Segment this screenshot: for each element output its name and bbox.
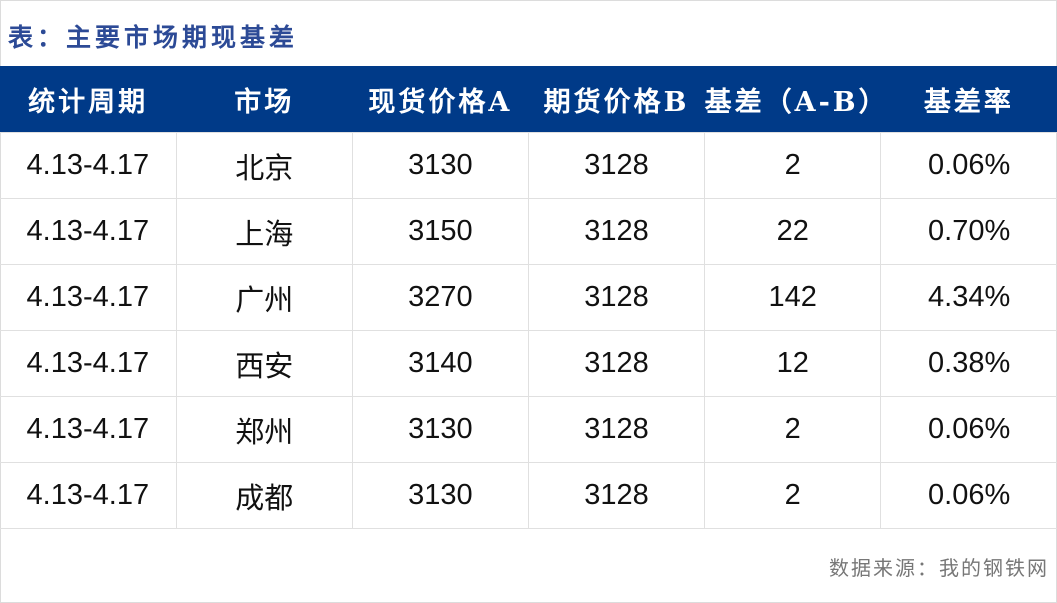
table-row: 4.13-4.17 西安 3140 3128 12 0.38% xyxy=(0,330,1057,397)
column-header: 基差（A-B） xyxy=(704,66,886,133)
table-cell: 4.13-4.17 xyxy=(0,462,177,529)
table-row: 4.13-4.17 北京 3130 3128 2 0.06% xyxy=(0,132,1057,199)
table-cell: 3128 xyxy=(527,198,706,265)
table-cell: 4.34% xyxy=(880,264,1057,331)
table-cell: 广州 xyxy=(175,264,353,331)
table-cell: 0.06% xyxy=(880,132,1057,199)
table-cell: 4.13-4.17 xyxy=(0,264,177,331)
source-note: 数据来源：我的钢铁网 xyxy=(829,556,1049,580)
table-cell: 2 xyxy=(704,396,882,463)
table-cell: 0.38% xyxy=(880,330,1057,397)
table-cell: 3128 xyxy=(527,462,706,529)
column-header: 统计周期 xyxy=(0,66,177,133)
table-cell: 4.13-4.17 xyxy=(0,132,177,199)
table-cell: 4.13-4.17 xyxy=(0,330,177,397)
table-cell: 22 xyxy=(704,198,882,265)
table-row: 4.13-4.17 上海 3150 3128 22 0.70% xyxy=(0,198,1057,265)
table-cell: 上海 xyxy=(175,198,353,265)
table-cell: 3140 xyxy=(351,330,529,397)
table-cell: 3130 xyxy=(351,462,529,529)
column-header: 现货价格A xyxy=(352,66,529,133)
table-title: 表：主要市场期现基差 xyxy=(8,23,299,52)
table-cell: 3270 xyxy=(351,264,529,331)
table-cell: 3128 xyxy=(527,330,706,397)
table-cell: 3130 xyxy=(351,396,529,463)
column-header: 市场 xyxy=(176,66,353,133)
table-cell: 郑州 xyxy=(175,396,353,463)
table-cell: 西安 xyxy=(175,330,353,397)
table-cell: 2 xyxy=(704,132,882,199)
table-row: 4.13-4.17 成都 3130 3128 2 0.06% xyxy=(0,462,1057,529)
table-cell: 3128 xyxy=(527,264,706,331)
table-cell: 142 xyxy=(704,264,882,331)
table-cell: 3130 xyxy=(351,132,529,199)
column-header: 期货价格B xyxy=(528,66,705,133)
table-cell: 4.13-4.17 xyxy=(0,396,177,463)
table-cell: 12 xyxy=(704,330,882,397)
table-row: 4.13-4.17 郑州 3130 3128 2 0.06% xyxy=(0,396,1057,463)
table-cell: 0.70% xyxy=(880,198,1057,265)
basis-table: 统计周期 市场 现货价格A 期货价格B 基差（A-B） 基差率 4.13-4.17 北京 31… xyxy=(0,66,1057,529)
table-cell: 3150 xyxy=(351,198,529,265)
table-cell: 0.06% xyxy=(880,396,1057,463)
table-cell: 4.13-4.17 xyxy=(0,198,177,265)
column-header: 基差率 xyxy=(880,66,1057,133)
table-cell: 成都 xyxy=(175,462,353,529)
table-cell: 3128 xyxy=(527,132,706,199)
table-row: 4.13-4.17 广州 3270 3128 142 4.34% xyxy=(0,264,1057,331)
table-cell: 0.06% xyxy=(880,462,1057,529)
table-cell: 2 xyxy=(704,462,882,529)
header-row: 统计周期 市场 现货价格A 期货价格B 基差（A-B） 基差率 xyxy=(0,66,1057,133)
table-cell: 3128 xyxy=(527,396,706,463)
table-cell: 北京 xyxy=(175,132,353,199)
